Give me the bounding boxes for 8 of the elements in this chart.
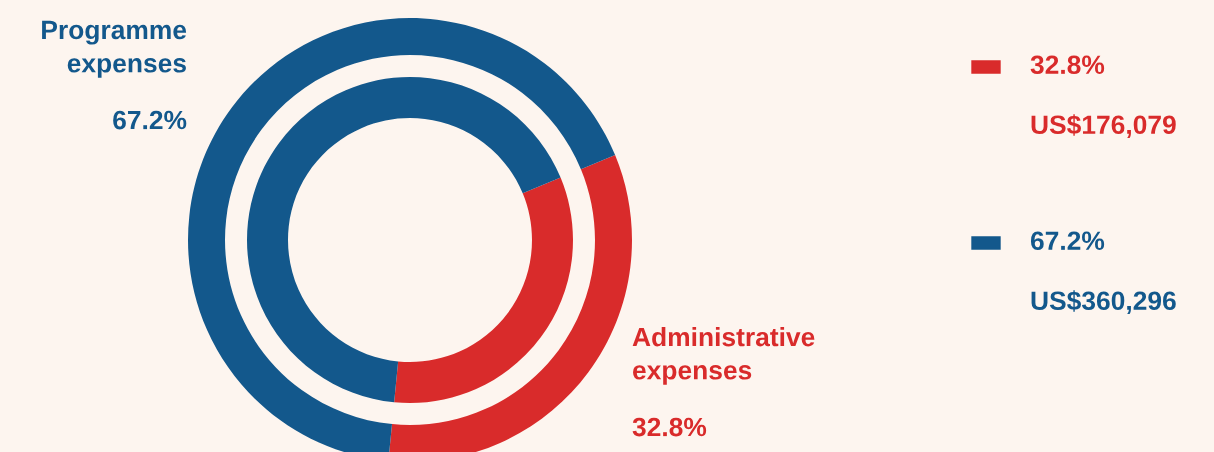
slice-label: Administrative expenses (632, 327, 815, 385)
text: 32.8% (1030, 55, 1105, 75)
text: 67.2% (113, 110, 187, 130)
slice-label: Programme expenses (42, 20, 187, 78)
text: 32.8% (632, 417, 707, 437)
text: US$360,296 (1031, 290, 1176, 314)
text: US$176,079 (1031, 114, 1176, 138)
text: 67.2% (1030, 231, 1105, 251)
